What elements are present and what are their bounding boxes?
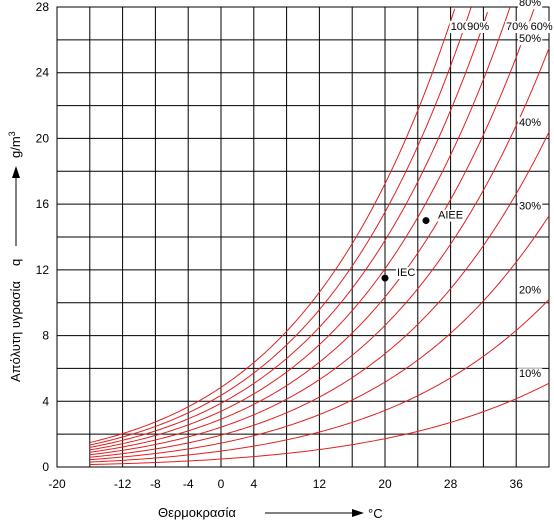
point-label-bg — [396, 267, 417, 280]
curve-label: 70% — [506, 21, 528, 33]
curve-80pct — [89, 12, 488, 448]
x-tick-labels: -20 -12 -8 -4 0 4 12 20 28 36 — [48, 477, 523, 491]
x-tick-label: 36 — [510, 477, 524, 491]
y-axis-unit: g/m3 — [7, 131, 23, 158]
grid — [56, 6, 550, 468]
y-tick-label: 20 — [36, 131, 50, 145]
curve-90pct — [89, 7, 472, 446]
point-label-bg — [437, 209, 465, 222]
curve-20pct — [89, 299, 550, 463]
curve-50pct — [89, 48, 550, 456]
x-tick-label: -20 — [48, 477, 66, 491]
curve-label: 60% — [531, 21, 553, 33]
x-tick-label: -12 — [114, 477, 132, 491]
curve-label: 10% — [519, 368, 541, 380]
curve-label: 90% — [467, 21, 489, 33]
x-tick-label: -8 — [150, 477, 161, 491]
data-points: IEC AIEE — [381, 209, 465, 282]
x-tick-label: -4 — [183, 477, 194, 491]
curve-label: 20% — [519, 284, 541, 296]
curve-label: 40% — [519, 117, 541, 129]
x-axis-title: Θερμοκρασία — [158, 505, 236, 520]
point-label: IEC — [397, 267, 415, 279]
x-tick-label: 0 — [218, 477, 225, 491]
curve-60pct — [89, 6, 536, 453]
y-tick-label: 24 — [36, 66, 50, 80]
y-axis-title-group: Απόλυτη υγρασία q g/m3 — [7, 131, 23, 382]
curve-label: 30% — [519, 201, 541, 213]
curve-label: 50% — [519, 33, 541, 45]
y-tick-label: 0 — [42, 460, 49, 474]
curve-label-bg — [518, 0, 543, 10]
rh-curves — [89, 6, 550, 466]
curve-label-bg — [518, 368, 543, 381]
curve-labels: 100%90%80%70% 60%50%40%30%20%10% — [449, 0, 554, 381]
x-tick-label: 4 — [250, 477, 257, 491]
x-axis-unit: °C — [368, 506, 383, 521]
curve-label-bg — [518, 200, 543, 213]
point-aiee — [422, 217, 430, 225]
y-tick-label: 28 — [36, 0, 50, 14]
y-axis-title: Απόλυτη υγρασία — [8, 281, 23, 382]
x-tick-label: 28 — [444, 477, 458, 491]
y-axis-symbol: q — [8, 259, 23, 266]
point-iec — [381, 274, 389, 282]
curve-70pct — [89, 6, 511, 451]
y-tick-label: 4 — [42, 394, 49, 408]
curve-label-bg — [466, 21, 491, 33]
curve-30pct — [89, 215, 550, 461]
y-axis-arrowhead — [12, 166, 20, 178]
curve-100pct — [89, 8, 456, 444]
y-tick-labels: 0 4 8 12 16 20 24 28 — [36, 0, 50, 474]
y-tick-label: 12 — [36, 263, 50, 277]
curve-label: 80% — [519, 0, 541, 9]
curve-label-bg — [529, 21, 554, 33]
curve-40pct — [89, 131, 550, 458]
curve-label-bg — [518, 284, 543, 297]
curve-label-bg — [505, 21, 530, 33]
curve-10pct — [89, 382, 550, 466]
x-tick-label: 20 — [378, 477, 392, 491]
curve-label-bg — [518, 116, 543, 129]
x-tick-label: 12 — [313, 477, 327, 491]
point-label: AIEE — [438, 210, 463, 222]
curve-label-bg — [518, 33, 543, 46]
y-tick-label: 16 — [36, 197, 50, 211]
x-axis-arrowhead — [352, 509, 364, 517]
y-tick-label: 8 — [42, 329, 49, 343]
